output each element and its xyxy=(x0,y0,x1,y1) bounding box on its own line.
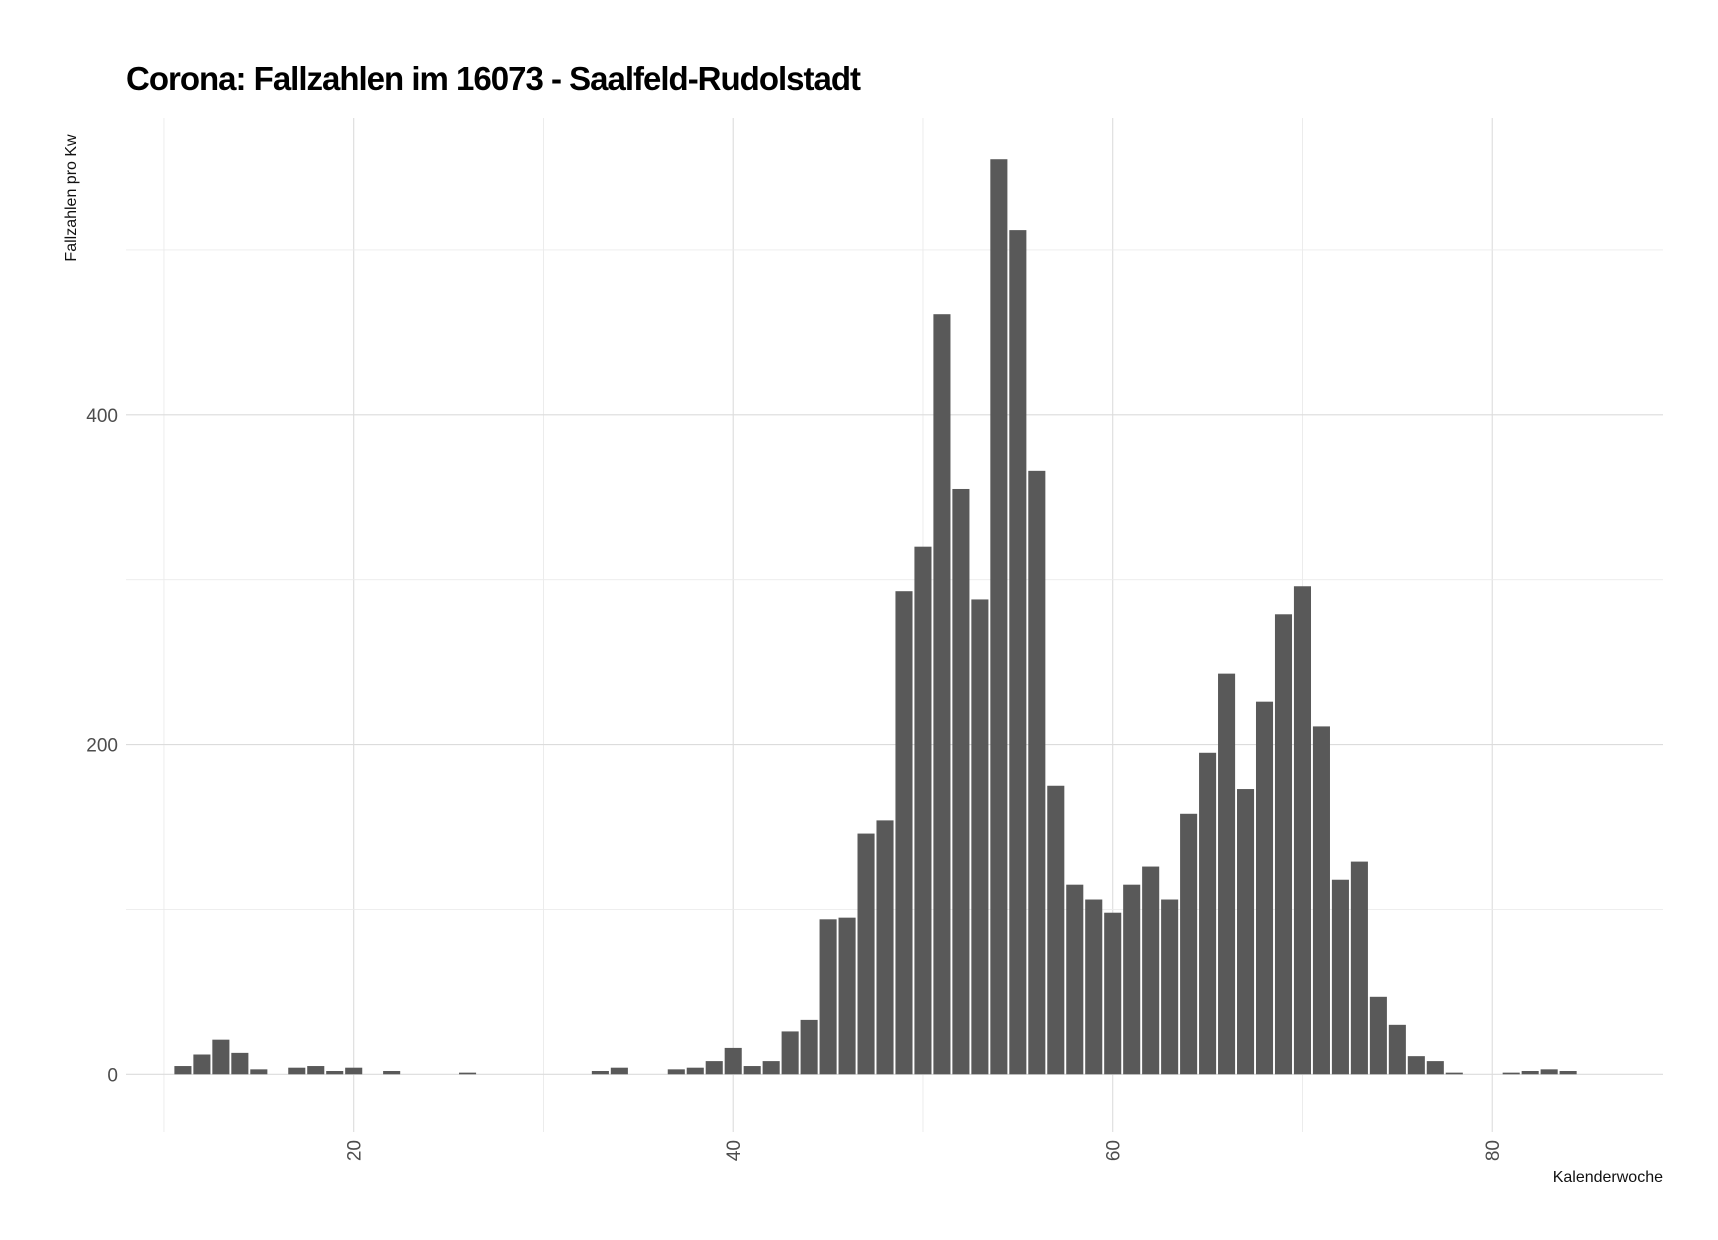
bar xyxy=(326,1070,344,1075)
bar xyxy=(743,1066,761,1075)
y-tick-label: 200 xyxy=(86,736,118,757)
bar xyxy=(1407,1056,1425,1075)
bar xyxy=(1142,866,1160,1075)
bar xyxy=(610,1067,628,1075)
bar xyxy=(174,1066,192,1075)
bar xyxy=(1009,230,1027,1075)
bar xyxy=(1331,879,1349,1075)
bar xyxy=(1274,614,1293,1075)
bar xyxy=(1104,912,1122,1075)
bar xyxy=(1312,726,1330,1075)
y-axis-label: Fallzahlen pro Kw xyxy=(63,134,80,262)
bar xyxy=(1559,1070,1577,1075)
bar xyxy=(345,1067,363,1075)
bar xyxy=(686,1067,704,1075)
bar xyxy=(914,546,932,1075)
bar xyxy=(1085,899,1103,1075)
bar xyxy=(1066,884,1084,1075)
bar xyxy=(212,1039,230,1075)
bar xyxy=(762,1061,780,1075)
bar xyxy=(288,1067,306,1075)
bar xyxy=(1426,1061,1444,1075)
bar xyxy=(667,1069,685,1075)
bar xyxy=(250,1069,268,1075)
bar xyxy=(1028,470,1046,1075)
bar xyxy=(1521,1070,1539,1075)
bar xyxy=(231,1052,249,1075)
bar xyxy=(724,1047,742,1075)
bar xyxy=(952,488,970,1075)
bar xyxy=(1218,673,1236,1075)
bars xyxy=(174,159,1577,1075)
bar xyxy=(876,820,894,1075)
bar xyxy=(971,599,989,1075)
bar xyxy=(193,1054,211,1075)
y-tick-labels: 0 200 400 xyxy=(86,406,118,1087)
bar xyxy=(857,833,875,1075)
bar xyxy=(1123,884,1141,1075)
bar xyxy=(990,159,1008,1075)
bar xyxy=(591,1070,609,1075)
bar xyxy=(1161,899,1179,1075)
bar xyxy=(1540,1069,1558,1075)
chart-title: Corona: Fallzahlen im 16073 - Saalfeld-R… xyxy=(126,60,861,97)
x-tick-labels: 20 40 60 80 xyxy=(345,1140,1505,1161)
bar xyxy=(307,1066,325,1075)
y-tick-label: 400 xyxy=(86,406,118,427)
x-tick-label: 80 xyxy=(1483,1140,1504,1161)
bar xyxy=(781,1031,799,1075)
x-tick-label: 40 xyxy=(724,1140,745,1161)
x-tick-label: 20 xyxy=(345,1140,366,1161)
bar xyxy=(459,1072,477,1075)
bar xyxy=(1502,1072,1520,1075)
bar xyxy=(1180,813,1198,1075)
bar xyxy=(1293,586,1312,1075)
x-axis-label: Kalenderwoche xyxy=(1553,1169,1663,1186)
bar xyxy=(819,919,837,1075)
x-tick-label: 60 xyxy=(1104,1140,1125,1161)
y-tick-label: 0 xyxy=(107,1065,118,1086)
bar xyxy=(1369,996,1387,1075)
bar xyxy=(838,917,856,1075)
bar xyxy=(933,314,951,1075)
bar xyxy=(895,591,913,1075)
bar xyxy=(1445,1072,1463,1075)
bar xyxy=(1388,1024,1406,1075)
bar xyxy=(705,1061,723,1075)
bar xyxy=(800,1019,818,1075)
bar xyxy=(1199,752,1217,1075)
grid xyxy=(126,118,1663,1132)
bar xyxy=(1047,785,1065,1075)
bar xyxy=(1255,701,1274,1075)
bar xyxy=(1350,861,1368,1075)
bar xyxy=(1237,789,1255,1075)
bar xyxy=(383,1070,401,1075)
